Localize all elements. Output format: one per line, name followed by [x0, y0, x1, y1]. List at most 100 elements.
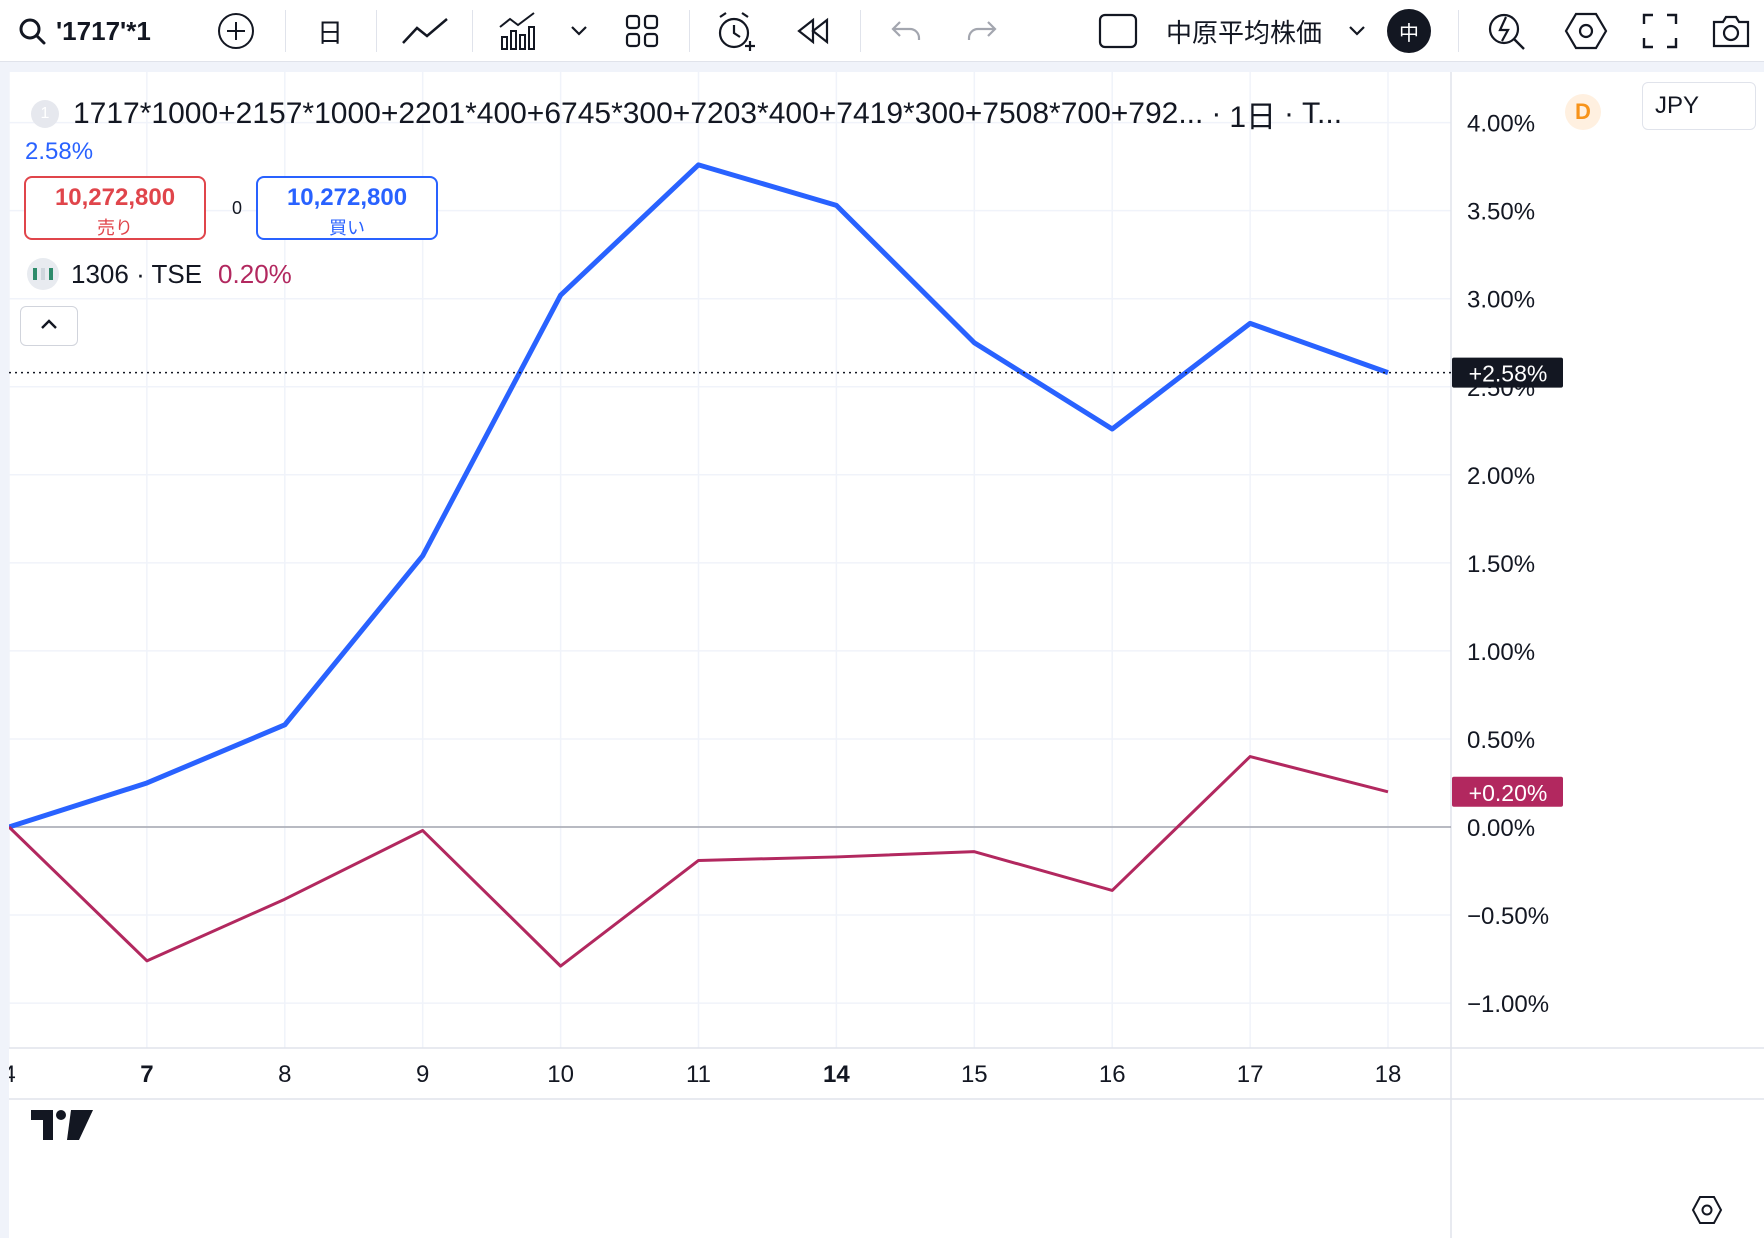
data-delay-badge[interactable]: D	[1565, 94, 1601, 130]
x-tick-label: 16	[1099, 1061, 1126, 1088]
compare-symbol-button[interactable]	[214, 0, 258, 62]
settings-button[interactable]	[1562, 0, 1610, 62]
symbol-search-button[interactable]: '1717'*1	[18, 0, 208, 62]
x-tick-label: 14	[823, 1061, 850, 1088]
toolbar-divider	[472, 10, 473, 52]
fullscreen-icon	[1642, 13, 1678, 49]
indicators-button[interactable]	[496, 0, 540, 62]
x-tick-label: 11	[686, 1061, 711, 1088]
alert-button[interactable]	[712, 0, 760, 62]
spread-value: 0	[231, 198, 242, 218]
legend-interval: 1日	[1229, 101, 1277, 134]
chart-canvas[interactable]: 4.00%3.50%3.00%2.50%2.00%1.50%1.00%0.50%…	[9, 72, 1764, 1238]
index-dropdown-chevron[interactable]	[1344, 0, 1370, 62]
interval-button[interactable]: 日	[316, 17, 343, 48]
line-chart-icon	[401, 16, 449, 46]
legend-separator: ·	[1211, 97, 1222, 130]
x-tick-label: 10	[547, 1061, 574, 1088]
compare-series-legend[interactable]: 1306 · TSE 0.20%	[27, 258, 292, 290]
left-gutter	[0, 72, 9, 1238]
alarm-clock-icon	[714, 9, 758, 53]
toolbar-divider	[285, 10, 286, 52]
x-tick-label: 18	[1375, 1061, 1402, 1088]
toolbar-divider	[1458, 10, 1459, 52]
compare-last-value-badge	[1452, 776, 1563, 807]
lightning-search-icon	[1486, 9, 1530, 53]
x-tick-label: 15	[961, 1061, 988, 1088]
chart-type-button[interactable]	[398, 0, 452, 62]
y-tick-label: 4.00%	[1467, 111, 1535, 138]
undo-button[interactable]	[886, 0, 926, 62]
buy-button[interactable]: 10,272,800 買い	[256, 176, 438, 240]
main-series-value: 2.58%	[25, 138, 94, 165]
grid-layout-icon	[624, 13, 660, 49]
layout-toggle-button[interactable]	[1096, 0, 1140, 62]
hexagon-settings-icon	[1691, 1195, 1723, 1230]
y-tick-label: 3.00%	[1467, 287, 1535, 314]
compare-symbol-logo-icon	[27, 258, 59, 290]
x-tick-label: 17	[1237, 1061, 1264, 1088]
chart-pane[interactable]: 4.00% 3.50% 3.00% 2.50% 2.00% 1.50% 1.00% 0.50%…	[9, 72, 1764, 1238]
fullscreen-button[interactable]	[1638, 0, 1682, 62]
toolbar-gutter	[0, 62, 1764, 72]
y-tick-label: 1.00%	[1467, 639, 1535, 666]
x-tick-label: 4	[9, 1061, 16, 1088]
toolbar-divider	[860, 10, 861, 52]
compare-last-value-label: +0.20%	[1469, 780, 1548, 806]
x-tick-label: 7	[140, 1061, 153, 1088]
search-icon	[18, 17, 46, 45]
sell-button[interactable]: 10,272,800 売り	[24, 176, 206, 240]
tradingview-logo-icon	[31, 1110, 93, 1140]
layouts-button[interactable]	[620, 0, 664, 62]
legend-separator: ·	[1284, 97, 1295, 130]
replay-button[interactable]	[790, 0, 836, 62]
buy-label: 買い	[329, 218, 365, 238]
chevron-down-icon	[570, 25, 588, 37]
user-avatar-button[interactable]: 中	[1386, 0, 1432, 62]
redo-icon	[966, 18, 998, 44]
tradingview-logo[interactable]	[31, 1108, 93, 1147]
index-name-dropdown[interactable]: 中原平均株価	[1165, 17, 1322, 48]
chevron-down-icon	[1348, 25, 1366, 37]
symbol-search-text: '1717'*1	[56, 15, 151, 46]
main-last-value-badge	[1452, 357, 1563, 388]
rewind-icon	[793, 16, 833, 46]
y-tick-label: 3.50%	[1467, 199, 1535, 226]
screenshot-button[interactable]	[1708, 0, 1754, 62]
plus-circle-icon	[217, 12, 255, 50]
sell-price: 10,272,800	[54, 184, 176, 211]
y-tick-label: 0.00%	[1467, 815, 1535, 842]
quick-search-button[interactable]	[1484, 0, 1532, 62]
buy-price: 10,272,800	[286, 184, 408, 211]
toolbar-divider	[689, 10, 690, 52]
hexagon-settings-icon	[1564, 11, 1608, 51]
redo-button[interactable]	[962, 0, 1002, 62]
sell-label: 売り	[97, 218, 133, 238]
toolbar-divider	[376, 10, 377, 52]
avatar: 中	[1387, 9, 1431, 53]
square-icon	[1098, 13, 1138, 49]
x-tick-label: 8	[278, 1061, 291, 1088]
top-toolbar: '1717'*1 日	[0, 0, 1764, 62]
main-last-value-label: +2.58%	[1469, 361, 1548, 387]
x-tick-label: 9	[416, 1061, 429, 1088]
compare-symbol: 1306 · TSE	[71, 258, 203, 289]
y-tick-label: −1.00%	[1467, 991, 1549, 1018]
series-expression: 1717*1000+2157*1000+2201*400+6745*300+72…	[73, 97, 1204, 130]
undo-icon	[890, 18, 922, 44]
y-tick-label: 0.50%	[1467, 727, 1535, 754]
compare-change: 0.20%	[218, 258, 292, 289]
y-tick-label: −0.50%	[1467, 903, 1549, 930]
series-number-badge: 1	[31, 100, 59, 128]
axis-settings-button[interactable]	[1687, 1192, 1727, 1232]
indicators-dropdown-button[interactable]	[566, 0, 592, 62]
currency-selector[interactable]: JPY	[1642, 82, 1756, 130]
legend-exchange: T...	[1302, 97, 1343, 130]
legend-title-row[interactable]: 1 1717*1000+2157*1000+2201*400+6745*300+…	[31, 96, 1343, 134]
indicators-icon	[498, 11, 538, 51]
y-tick-label: 1.50%	[1467, 551, 1535, 578]
chevron-up-icon	[40, 317, 58, 335]
collapse-legend-button[interactable]	[20, 306, 78, 346]
y-tick-label: 2.00%	[1467, 463, 1535, 490]
camera-icon	[1710, 13, 1752, 49]
